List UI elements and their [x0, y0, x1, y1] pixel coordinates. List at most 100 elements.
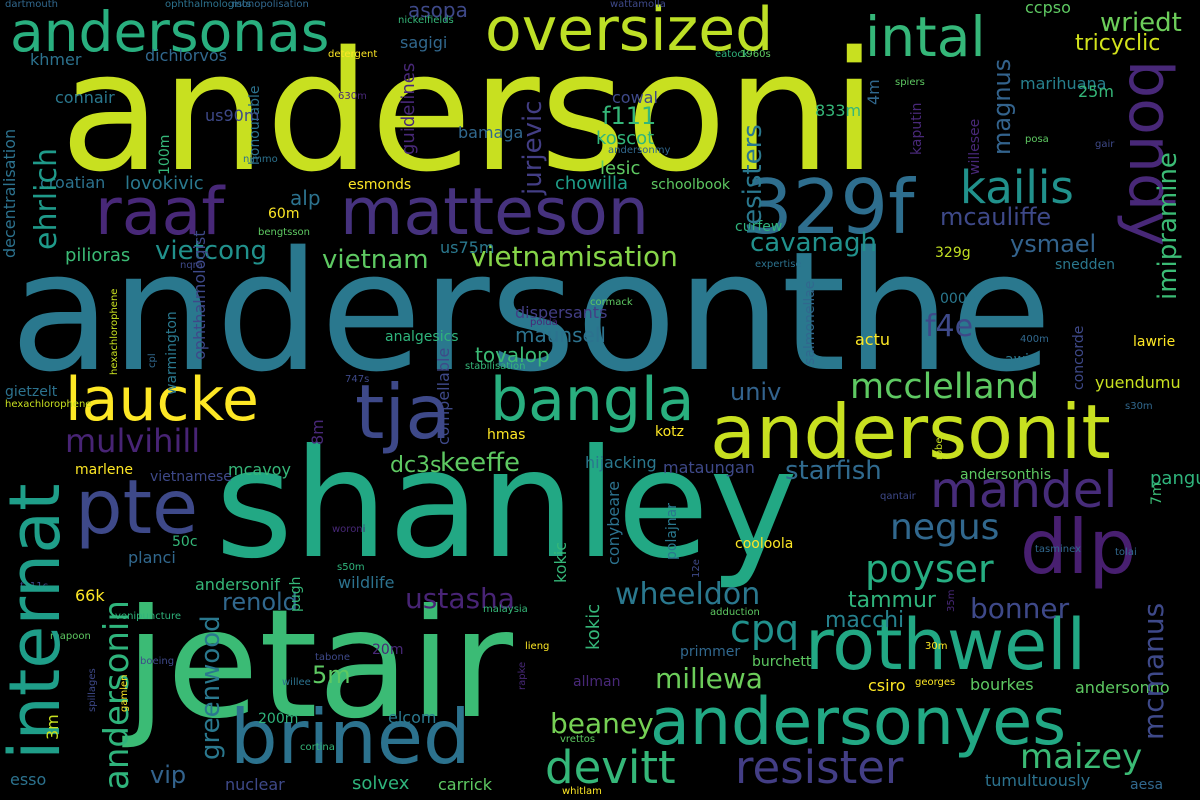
word-747s: stabilisation: [465, 361, 526, 372]
word-ustasha: ustasha: [405, 582, 515, 615]
word-aesa: aesa: [1130, 777, 1164, 793]
word-tovalop: tovalop: [475, 343, 550, 367]
word-bengtsson: 1960s: [740, 49, 771, 60]
word-polajnar: polajnar: [664, 502, 680, 560]
word-f111: f111: [602, 102, 657, 130]
word-35m: 35m: [946, 589, 957, 612]
word-dispersants: expertise: [755, 259, 802, 270]
word-1960s: andersonmy: [608, 145, 671, 156]
word-bonner: bonner: [970, 592, 1070, 625]
word-rothwell: rothwell: [805, 604, 1087, 686]
word-burchett: burchett: [752, 654, 812, 670]
word-329g: 329g: [935, 245, 971, 261]
word-bamaga: bamaga: [458, 123, 524, 142]
word-brined: brined: [230, 693, 471, 781]
word-pangu: pangu: [1150, 468, 1200, 489]
word-vietnam: vietnam: [322, 245, 429, 275]
word-tja: tja: [355, 368, 452, 456]
word-630m: dichlorvos: [145, 46, 227, 65]
word-mataungan: kokic: [551, 542, 570, 583]
word-hijacking: mataungan: [663, 458, 755, 477]
word-cpq: cpq: [730, 607, 800, 651]
word-cormack: polda: [530, 317, 558, 328]
word-compellable: hmas: [487, 427, 526, 443]
word-conybeare: conybeare: [604, 480, 623, 565]
word-cooloola: cooloola: [735, 536, 794, 552]
word-andersonyes: andersonyes: [650, 685, 1067, 760]
word-200m: willee: [282, 677, 311, 688]
word-csiro: csiro: [868, 676, 906, 695]
word-asopa: asopa: [408, 0, 468, 22]
word-3m: 66k: [75, 586, 105, 605]
word-12e: 12e: [691, 559, 702, 578]
word-concorde: concorde: [1071, 325, 1087, 390]
word-wildlife: andersonif: [195, 575, 280, 594]
word-dlp: dlp: [1020, 503, 1137, 591]
word-elcom: allman: [573, 674, 621, 690]
word-tammur: tammur: [848, 588, 936, 613]
word-allman: gamlen: [119, 674, 130, 713]
word-8m: us75m: [440, 238, 495, 257]
word-vietcong: vietcong: [155, 236, 267, 266]
word-stabilisation: compellable: [434, 347, 453, 445]
word-ophthalmologists: whitlam: [562, 786, 602, 797]
word-expertise: cormack: [590, 297, 633, 308]
word-wriedt: wriedt: [1100, 8, 1182, 38]
word-imipramine: imipramine: [1153, 152, 1183, 300]
word-50m: bengtsson: [258, 227, 310, 238]
word-georges: georges: [915, 677, 956, 688]
word-whitlam: solvex: [352, 773, 410, 794]
word-vietnamese: hexachlorophene: [5, 399, 92, 410]
word-s30m: s30m: [1125, 401, 1153, 412]
word-woroni: 50c: [172, 534, 198, 550]
word-us75m: dispersants: [515, 303, 608, 322]
word-esso: cortina: [300, 742, 335, 753]
word-nuclear: vrettos: [560, 734, 596, 745]
word-60m: eatock: [715, 49, 749, 60]
word-gietzelt: warmington: [164, 311, 180, 395]
word-curfew: curfew: [735, 219, 783, 235]
word-poyser: poyser: [865, 547, 994, 591]
word-kaputin: kaputin: [909, 102, 925, 155]
word-greenwood: greenwood: [196, 615, 226, 760]
word-carrick: nuclear: [225, 775, 285, 794]
word-us90m: us90m: [205, 106, 260, 125]
word-alp: alp: [290, 186, 321, 210]
word-cavanagh: cavanagh: [750, 228, 877, 258]
word-resister: resister: [735, 741, 904, 794]
word-25m: 25m: [1078, 82, 1114, 101]
word-raaf: raaf: [95, 175, 225, 250]
word-pte: pte: [75, 463, 199, 551]
word-lesic: lesic: [600, 158, 641, 179]
word-venipuncture: 3m: [43, 714, 62, 740]
word-mandel: mandel: [930, 461, 1118, 519]
word-bangla: bangla: [490, 365, 695, 435]
word-hmas: kotz: [655, 424, 685, 440]
word-millewa: millewa: [655, 662, 763, 695]
word-329f: 329f: [745, 163, 915, 251]
word-malaysia: f111c: [20, 581, 49, 592]
word-guidelines: guidelines: [398, 62, 419, 155]
word-polda: analgesics: [385, 329, 459, 345]
word-ysmael: ysmael: [1010, 230, 1097, 258]
word-dichlorvos: wattamolla: [610, 0, 666, 10]
word-tabone: mapoon: [50, 631, 91, 642]
word-30m: 30m: [925, 641, 948, 652]
word-tubemakers: nqra: [180, 260, 203, 271]
word-cortina: 200m: [258, 711, 299, 727]
word-wattamolla: ophthalmologists: [165, 0, 252, 10]
word-andersonas: andersonas: [10, 0, 330, 64]
word-connair: connair: [55, 88, 115, 107]
word-20m: lieng: [525, 641, 550, 652]
word-devitt: devitt: [545, 741, 676, 794]
word-tolai: tolai: [1115, 547, 1137, 558]
word-willee: spillages: [87, 668, 98, 712]
word-nickelfields: monopolisation: [232, 0, 309, 10]
word-beaney: beaney: [550, 707, 654, 740]
word-shanley: shanley: [215, 418, 798, 592]
word-andersonno: andersonno: [1075, 678, 1170, 697]
word-dartmouth: carrick: [438, 775, 492, 794]
word-andersonthe: andersonthe: [10, 216, 1053, 408]
word-66k: s50m: [337, 562, 365, 573]
